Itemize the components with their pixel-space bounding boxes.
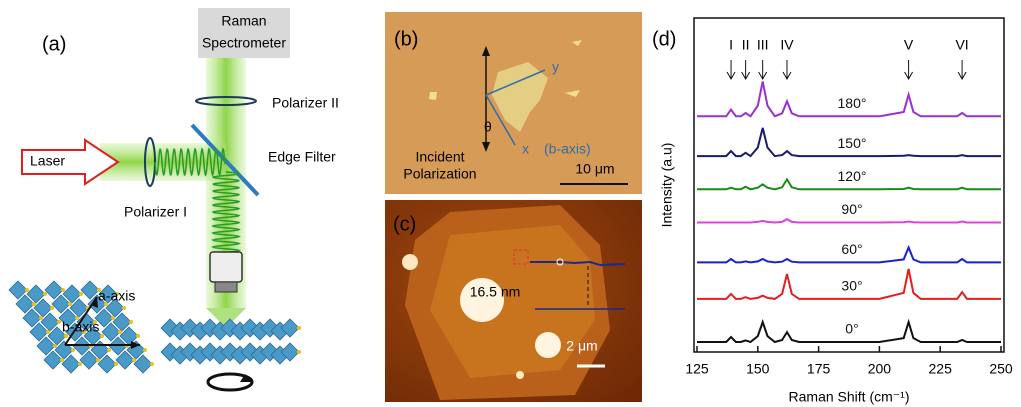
atom xyxy=(53,344,57,348)
atom xyxy=(96,358,100,362)
atom xyxy=(78,362,82,366)
atom xyxy=(122,306,126,310)
plot-frame xyxy=(694,18,1004,352)
atom xyxy=(60,358,64,362)
peak-label: V xyxy=(904,37,914,53)
theta-label: θ xyxy=(484,119,492,135)
atom xyxy=(43,292,47,296)
series-label: 30° xyxy=(841,278,862,294)
b-axis-label: b-axis xyxy=(62,319,99,335)
atom xyxy=(118,330,122,334)
edge-filter-label: Edge Filter xyxy=(268,149,336,165)
crystal-structure xyxy=(9,281,301,373)
atom xyxy=(32,302,36,306)
height-label: 16.5 nm xyxy=(470,284,521,300)
atom xyxy=(100,334,104,338)
x-axis-label: Raman Shift (cm⁻¹) xyxy=(789,389,910,405)
x-tick-label: 175 xyxy=(807,361,831,377)
x-tick-label: 125 xyxy=(685,361,709,377)
peak-label: III xyxy=(757,37,769,53)
atom xyxy=(39,316,43,320)
flake xyxy=(429,92,437,100)
particle xyxy=(402,254,418,270)
atom xyxy=(114,362,118,366)
objective-tip xyxy=(215,282,237,292)
y-label: y xyxy=(552,59,559,75)
atom xyxy=(68,302,72,306)
peak-label: I xyxy=(729,37,733,53)
particle xyxy=(516,371,524,379)
atom xyxy=(132,358,136,362)
atom xyxy=(50,306,54,310)
scale-label: 10 μm xyxy=(575,161,614,177)
series-label: 150° xyxy=(838,135,867,151)
panel-c: (c) 16.5 nm 2 μm xyxy=(385,200,642,402)
series-label: 0° xyxy=(845,321,858,337)
series-label: 120° xyxy=(838,168,867,184)
atom xyxy=(107,348,111,352)
x-tick-label: 225 xyxy=(929,361,953,377)
panel-label: (a) xyxy=(42,33,66,55)
peak-label: IV xyxy=(780,37,794,53)
panel-a: (a) Raman Spectrometer Laser Polarizer I… xyxy=(9,8,339,390)
atom xyxy=(46,330,50,334)
x-note: (b-axis) xyxy=(544,141,591,157)
atom xyxy=(25,288,29,292)
peak-label: VI xyxy=(955,37,968,53)
polarizer-ii-label: Polarizer II xyxy=(272,95,339,111)
incident-label: Incident xyxy=(415,149,464,165)
figure: (a) Raman Spectrometer Laser Polarizer I… xyxy=(0,0,1021,407)
panel-b: (b) y θ x (b-axis) Incident Polarization… xyxy=(385,12,642,194)
atom xyxy=(150,362,154,366)
panel-d: (d) Raman Shift (cm⁻¹) Intensity (a.u) 1… xyxy=(652,18,1013,405)
y-axis-label: Intensity (a.u) xyxy=(659,143,675,228)
polarizer-i-label: Polarizer I xyxy=(124,204,187,220)
incident-label: Polarization xyxy=(403,166,476,182)
panel-label: (c) xyxy=(393,213,416,235)
atom xyxy=(129,320,133,324)
x-label: x xyxy=(522,141,529,157)
atom xyxy=(57,320,61,324)
series-label: 60° xyxy=(841,241,862,257)
spectrometer-label: Raman xyxy=(221,13,266,29)
x-tick-label: 200 xyxy=(868,361,892,377)
atom xyxy=(297,326,301,330)
spectrometer-label: Spectrometer xyxy=(202,35,286,51)
series-label: 180° xyxy=(838,95,867,111)
series-label: 90° xyxy=(841,201,862,217)
scale-label: 2 μm xyxy=(566,338,597,354)
laser-label: Laser xyxy=(30,153,65,169)
panel-label: (d) xyxy=(652,28,676,50)
atom xyxy=(61,288,65,292)
atom xyxy=(111,316,115,320)
objective xyxy=(210,252,242,282)
panel-label: (b) xyxy=(394,28,418,50)
particle xyxy=(535,332,561,358)
atom xyxy=(71,348,75,352)
x-tick-label: 250 xyxy=(989,361,1013,377)
peak-label: II xyxy=(742,37,750,53)
atom xyxy=(297,350,301,354)
a-axis-label: a-axis xyxy=(98,288,135,304)
spectrum xyxy=(697,219,1001,222)
x-tick-label: 150 xyxy=(746,361,770,377)
atom xyxy=(79,292,83,296)
atom xyxy=(143,348,147,352)
atom xyxy=(136,334,140,338)
